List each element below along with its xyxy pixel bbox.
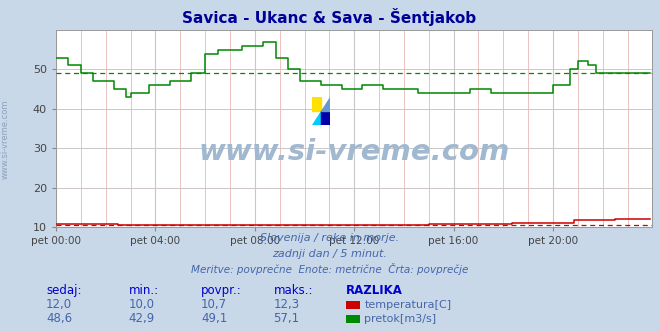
- Polygon shape: [322, 97, 330, 111]
- Text: 10,0: 10,0: [129, 298, 154, 311]
- Text: www.si-vreme.com: www.si-vreme.com: [1, 100, 10, 179]
- Text: zadnji dan / 5 minut.: zadnji dan / 5 minut.: [272, 249, 387, 259]
- Text: sedaj:: sedaj:: [46, 284, 82, 297]
- Text: 42,9: 42,9: [129, 312, 155, 325]
- Text: www.si-vreme.com: www.si-vreme.com: [198, 138, 510, 166]
- Bar: [322, 111, 330, 125]
- Text: 12,3: 12,3: [273, 298, 300, 311]
- Text: 49,1: 49,1: [201, 312, 227, 325]
- Text: 10,7: 10,7: [201, 298, 227, 311]
- Text: 48,6: 48,6: [46, 312, 72, 325]
- Text: pretok[m3/s]: pretok[m3/s]: [364, 314, 436, 324]
- Text: 12,0: 12,0: [46, 298, 72, 311]
- Text: 57,1: 57,1: [273, 312, 300, 325]
- Polygon shape: [312, 111, 322, 125]
- Text: Meritve: povprečne  Enote: metrične  Črta: povprečje: Meritve: povprečne Enote: metrične Črta:…: [191, 263, 468, 275]
- Text: povpr.:: povpr.:: [201, 284, 242, 297]
- Text: temperatura[C]: temperatura[C]: [364, 300, 451, 310]
- Text: RAZLIKA: RAZLIKA: [346, 284, 403, 297]
- Text: maks.:: maks.:: [273, 284, 313, 297]
- Text: min.:: min.:: [129, 284, 159, 297]
- Text: Savica - Ukanc & Sava - Šentjakob: Savica - Ukanc & Sava - Šentjakob: [183, 8, 476, 26]
- Text: Slovenija / reke in morje.: Slovenija / reke in morje.: [260, 233, 399, 243]
- Bar: [312, 97, 322, 111]
